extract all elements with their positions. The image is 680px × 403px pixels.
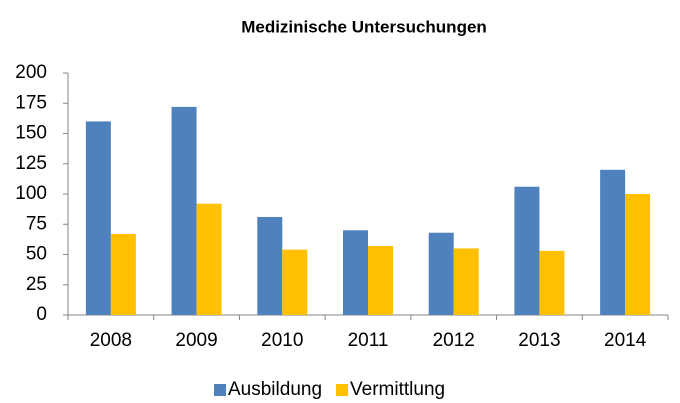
x-tick-label: 2013 bbox=[518, 330, 560, 351]
y-tick-label: 175 bbox=[15, 92, 47, 113]
y-tick-label: 25 bbox=[26, 274, 47, 295]
bar bbox=[428, 232, 454, 315]
legend-swatch bbox=[336, 384, 349, 396]
bar bbox=[257, 216, 283, 315]
bar bbox=[85, 121, 111, 316]
y-tick-label: 150 bbox=[15, 123, 47, 144]
bar bbox=[600, 169, 626, 315]
x-tick-label: 2010 bbox=[261, 330, 303, 351]
x-tick-label: 2009 bbox=[175, 330, 217, 351]
y-tick-label: 75 bbox=[26, 213, 47, 234]
bar bbox=[625, 194, 651, 315]
chart-title: Medizinische Untersuchungen bbox=[241, 17, 487, 36]
y-tick-label: 100 bbox=[15, 183, 47, 204]
x-tick-label: 2014 bbox=[604, 330, 647, 351]
bar bbox=[110, 233, 136, 315]
x-tick-label: 2008 bbox=[90, 330, 132, 351]
y-tick-label: 125 bbox=[15, 153, 47, 174]
bar bbox=[343, 230, 368, 315]
bar bbox=[282, 249, 308, 315]
x-tick-label: 2012 bbox=[433, 330, 475, 351]
y-tick-label: 200 bbox=[15, 62, 47, 83]
bar bbox=[453, 248, 479, 315]
legend-label: Vermittlung bbox=[350, 379, 445, 400]
bar bbox=[514, 186, 540, 315]
x-tick-label: 2011 bbox=[348, 330, 389, 351]
bar bbox=[368, 246, 393, 315]
bar bbox=[539, 250, 565, 315]
y-tick-label: 50 bbox=[26, 244, 47, 265]
y-tick-label: 0 bbox=[36, 304, 47, 325]
bar bbox=[196, 203, 222, 315]
legend-label: Ausbildung bbox=[228, 379, 322, 400]
legend-swatch bbox=[214, 384, 226, 396]
bar bbox=[171, 106, 197, 315]
